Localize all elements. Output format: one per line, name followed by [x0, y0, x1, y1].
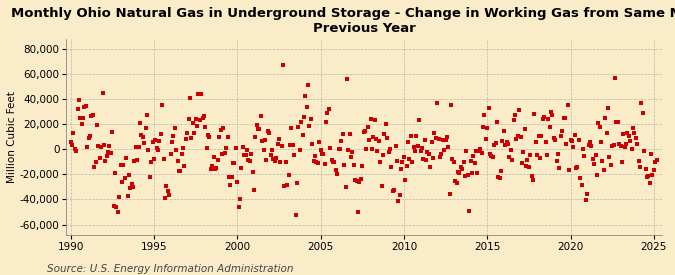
Text: Source: U.S. Energy Information Administration: Source: U.S. Energy Information Administ… — [47, 264, 294, 274]
Y-axis label: Million Cubic Feet: Million Cubic Feet — [7, 91, 17, 183]
Title: Monthly Ohio Natural Gas in Underground Storage - Change in Working Gas from Sam: Monthly Ohio Natural Gas in Underground … — [11, 7, 675, 35]
